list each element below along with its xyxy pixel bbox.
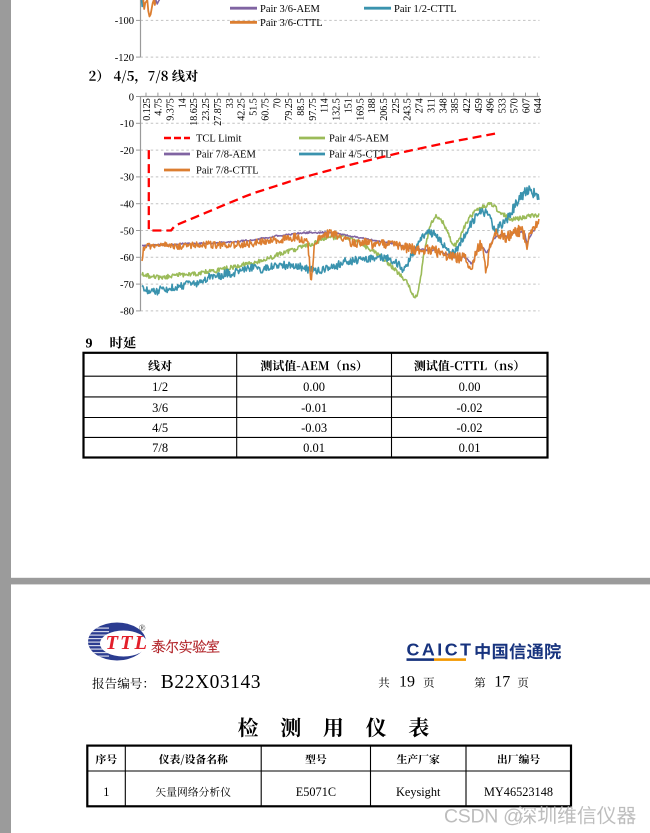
svg-text:70: 70 — [272, 98, 283, 108]
svg-text:3/6: 3/6 — [152, 401, 168, 415]
svg-text:-0.03: -0.03 — [301, 421, 327, 435]
svg-text:9: 9 — [86, 337, 93, 352]
svg-text:4.75: 4.75 — [154, 98, 165, 116]
svg-text:-40: -40 — [120, 200, 134, 211]
svg-text:23.25: 23.25 — [201, 98, 212, 121]
svg-text:TTL: TTL — [106, 632, 148, 654]
svg-text:9.375: 9.375 — [166, 98, 177, 121]
svg-text:385: 385 — [450, 98, 461, 113]
svg-text:607: 607 — [521, 98, 532, 113]
svg-text:CSDN @: CSDN @ — [445, 807, 524, 829]
svg-text:-0.02: -0.02 — [456, 421, 482, 435]
svg-text:MY46523148: MY46523148 — [484, 785, 553, 799]
svg-text:533: 533 — [498, 98, 509, 113]
svg-text:Pair 7/8-CTTL: Pair 7/8-CTTL — [196, 166, 259, 177]
svg-text:422: 422 — [462, 98, 473, 113]
svg-text:-80: -80 — [120, 307, 134, 318]
svg-text:®: ® — [139, 623, 146, 633]
svg-text:151: 151 — [343, 98, 354, 113]
svg-text:-0.02: -0.02 — [456, 401, 482, 415]
svg-text:225: 225 — [391, 98, 402, 113]
svg-text:644: 644 — [533, 98, 544, 113]
svg-text:1: 1 — [103, 785, 109, 799]
svg-text:79.25: 79.25 — [284, 98, 295, 121]
svg-text:42.25: 42.25 — [237, 98, 248, 121]
svg-text:14: 14 — [177, 98, 188, 108]
svg-text:B22X03143: B22X03143 — [161, 672, 261, 693]
svg-text:0.01: 0.01 — [459, 441, 481, 455]
svg-text:0: 0 — [129, 92, 134, 103]
svg-text:243.5: 243.5 — [403, 98, 414, 121]
svg-text:27.875: 27.875 — [213, 98, 224, 126]
svg-text:169.5: 169.5 — [355, 98, 366, 121]
svg-text:60.75: 60.75 — [260, 98, 271, 121]
svg-text:CAICT: CAICT — [407, 640, 472, 660]
svg-text:-10: -10 — [120, 119, 134, 130]
svg-text:Pair 4/5-AEM: Pair 4/5-AEM — [329, 134, 389, 145]
svg-text:311: 311 — [426, 98, 437, 113]
svg-text:E5071C: E5071C — [296, 785, 336, 799]
svg-text:33: 33 — [225, 98, 236, 108]
svg-text:Keysight: Keysight — [396, 785, 441, 799]
svg-text:Pair 7/8-AEM: Pair 7/8-AEM — [196, 150, 256, 161]
svg-text:51.5: 51.5 — [249, 98, 260, 116]
svg-text:18.625: 18.625 — [189, 98, 200, 126]
svg-text:17: 17 — [494, 674, 510, 691]
svg-text:459: 459 — [474, 98, 485, 113]
svg-text:7/8: 7/8 — [152, 441, 168, 455]
svg-text:0.01: 0.01 — [303, 441, 325, 455]
svg-text:1/2: 1/2 — [152, 380, 168, 394]
svg-text:132.5: 132.5 — [332, 98, 343, 121]
svg-text:-70: -70 — [120, 280, 134, 291]
svg-text:0.00: 0.00 — [459, 380, 481, 394]
svg-text:Pair 1/2-CTTL: Pair 1/2-CTTL — [394, 4, 457, 15]
svg-text:570: 570 — [510, 98, 521, 113]
svg-text:CSDN @: CSDN @ — [444, 806, 523, 828]
svg-text:-120: -120 — [115, 53, 134, 64]
svg-text:19: 19 — [399, 674, 415, 691]
svg-text:4/5: 4/5 — [152, 421, 168, 435]
svg-text:496: 496 — [486, 98, 497, 113]
svg-text:274: 274 — [415, 98, 426, 113]
svg-text:-30: -30 — [120, 173, 134, 184]
svg-text:97.75: 97.75 — [308, 98, 319, 121]
svg-text:0.125: 0.125 — [142, 98, 153, 121]
svg-text:-50: -50 — [120, 226, 134, 237]
svg-text:TCL Limit: TCL Limit — [196, 134, 241, 145]
svg-text:Pair 3/6-AEM: Pair 3/6-AEM — [260, 4, 320, 15]
svg-text:Pair 3/6-CTTL: Pair 3/6-CTTL — [260, 18, 323, 29]
svg-text:88.5: 88.5 — [296, 98, 307, 116]
svg-text:-60: -60 — [120, 253, 134, 264]
svg-text:-0.01: -0.01 — [301, 401, 327, 415]
svg-text:Pair 4/5-CTTL: Pair 4/5-CTTL — [329, 150, 392, 161]
svg-text:188: 188 — [367, 98, 378, 113]
svg-text:0.00: 0.00 — [303, 380, 325, 394]
svg-text:-20: -20 — [120, 146, 134, 157]
svg-text:348: 348 — [438, 98, 449, 113]
svg-text:-100: -100 — [115, 16, 134, 27]
svg-text:114: 114 — [320, 98, 331, 113]
svg-text:206.5: 206.5 — [379, 98, 390, 121]
